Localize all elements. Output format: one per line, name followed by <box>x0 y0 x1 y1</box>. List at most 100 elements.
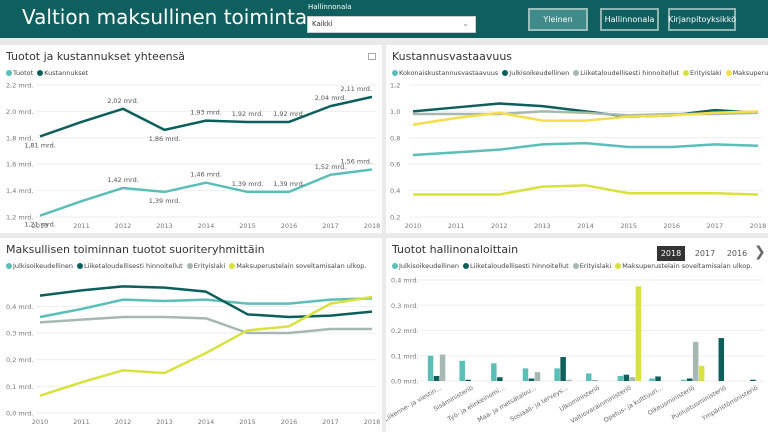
y-tick-label: 1,0 <box>390 108 400 116</box>
bar <box>692 341 699 381</box>
y-tick-label: 1,2 mrd. <box>6 214 34 222</box>
legend-label: Maksuperustelain soveltamisalan ulkop. <box>236 262 367 270</box>
legend-item[interactable]: Maksuperustelain soveltamisalan ulkop. <box>229 262 366 270</box>
legend-item[interactable]: Maksuperustelain sovelt... <box>725 69 768 77</box>
x-tick-label: Sosiaali- ja terveys... <box>509 385 569 424</box>
legend-item[interactable]: Erityislaki <box>572 262 612 270</box>
data-label: 1,92 mrd. <box>232 110 264 118</box>
chevron-right-icon[interactable]: ❯ <box>754 244 766 260</box>
x-tick-label: 2010 <box>32 418 49 426</box>
bar <box>554 368 560 381</box>
legend-item[interactable]: Erityislaki <box>683 69 722 77</box>
data-label: 2,11 mrd. <box>340 85 372 93</box>
legend-item[interactable]: Kokonaiskustannusvastaavuus <box>392 69 498 77</box>
y-tick-label: 2,0 mrd. <box>6 108 34 116</box>
legend-label: Liiketaloudellisesti hinnoitellut <box>470 262 569 270</box>
legend-item[interactable]: Liiketaloudellisesti hinnoitellut <box>77 262 183 270</box>
legend-item[interactable]: Maksuperustelain soveltamisalan ulkop. <box>615 262 752 270</box>
bar <box>718 338 725 381</box>
bar <box>522 368 529 381</box>
x-tick-label: 2016 <box>281 222 298 230</box>
x-tick-label: 2016 <box>281 418 298 426</box>
legend-dot-icon <box>37 70 44 76</box>
y-tick-label: 0,8 <box>390 134 400 142</box>
x-tick-label: Maa- ja metsätalou... <box>477 385 538 424</box>
legend-label: Erityislaki <box>579 262 612 270</box>
x-tick-label: 2017 <box>707 222 724 230</box>
bar <box>491 363 497 381</box>
x-tick-label: 2014 <box>198 418 215 426</box>
y-tick-label: 0,3 mrd. <box>6 330 34 338</box>
bar <box>655 376 661 381</box>
x-tick-label: 2015 <box>620 222 637 230</box>
x-tick-label: 2013 <box>156 418 173 426</box>
nav-button-hallinnonala[interactable]: Hallinnonala <box>600 8 659 31</box>
bar <box>560 357 566 381</box>
legend-item[interactable]: Julkisoikeudellinen <box>502 69 569 77</box>
legend-label: Tuotot <box>13 69 34 77</box>
legend-label: Maksuperustelain sovelt... <box>732 69 768 77</box>
data-label: 1,39 mrd. <box>232 180 264 188</box>
legend-item[interactable]: Julkisoikeudellinen <box>6 262 73 270</box>
bar-chart: 0,0 mrd. 0,1 mrd. 0,2 mrd. 0,3 mrd. 0,4 mrd.… <box>386 277 764 425</box>
legend-dot-icon <box>502 70 509 76</box>
data-label: 2,02 mrd. <box>107 97 139 105</box>
line-chart: 1,2 mrd. 1,4 mrd. 1,6 mrd. 1,8 mrd. 2,0 mrd.… <box>6 82 380 231</box>
bar <box>439 354 446 381</box>
nav-button-kirjanpitoyksikko[interactable]: Kirjanpitoyksikkö <box>668 8 736 31</box>
y-tick-label: 0,2 mrd. <box>391 327 419 335</box>
year-tab-2017[interactable]: 2017 <box>694 249 716 258</box>
x-tick-label: 2014 <box>577 222 594 230</box>
bar <box>629 377 636 381</box>
legend-label: Erityislaki <box>690 69 722 77</box>
panel-tuotot-hallinonaloittain: Tuotot hallinonaloittain Julkisoikeudell… <box>386 238 768 432</box>
data-label: 1,39 mrd. <box>273 180 305 188</box>
line-chart: 0,0 mrd. 0,1 mrd. 0,2 mrd. 0,3 mrd. 0,4 mrd.… <box>6 285 381 426</box>
data-label: 1,21 mrd. <box>24 221 56 229</box>
legend-dot-icon <box>683 70 690 76</box>
panel-title: Tuotot hallinonaloittain <box>392 243 519 256</box>
legend-item[interactable]: Julkisoikeudellinen <box>392 262 459 270</box>
focus-mode-icon[interactable] <box>368 53 376 60</box>
filter-label: Hallinnonala <box>308 3 352 11</box>
panel-title: Tuotot ja kustannukset yhteensä <box>6 50 186 63</box>
data-label: 1,93 mrd. <box>190 109 222 117</box>
bar <box>586 373 592 381</box>
legend-dot-icon <box>77 263 84 269</box>
series-line <box>412 110 759 126</box>
bar <box>649 378 655 381</box>
legend-item[interactable]: Liiketaloudellisesti hinnoitellut <box>573 69 679 77</box>
bar <box>427 355 434 381</box>
legend-item[interactable]: Liiketaloudellisesti hinnoitellut <box>463 262 569 270</box>
y-tick-label: 0,4 mrd. <box>6 303 34 311</box>
bar <box>635 286 642 381</box>
bar <box>686 378 693 381</box>
nav-button-yleinen[interactable]: Yleinen <box>528 8 588 31</box>
x-tick-label: 2012 <box>115 418 132 426</box>
legend-item[interactable]: Kustannukset <box>37 69 88 77</box>
hallinnonala-dropdown[interactable]: Kaikki ⌄ <box>307 16 476 33</box>
bar <box>698 365 705 381</box>
panel-kustannusvastaavuus: Kustannusvastaavuus Kokonaiskustannusvas… <box>386 45 768 233</box>
x-tick-label: 2013 <box>156 222 173 230</box>
legend-item[interactable]: Erityislaki <box>186 262 225 270</box>
legend-label: Liiketaloudellisesti hinnoitellut <box>580 69 680 77</box>
x-tick-label: 2011 <box>448 222 465 230</box>
bar <box>497 377 503 381</box>
chart-legend: Julkisoikeudellinen Liiketaloudellisesti … <box>6 262 366 270</box>
legend-dot-icon <box>573 70 580 76</box>
x-tick-label: 2017 <box>322 222 339 230</box>
year-tab-2018[interactable]: 2018 <box>657 246 685 261</box>
x-tick-label: Liikenne- ja viestin... <box>386 385 443 424</box>
x-tick-label: 2018 <box>364 418 381 426</box>
x-tick-label: 2010 <box>405 222 422 230</box>
bar <box>592 380 598 381</box>
series-line <box>412 102 759 118</box>
series-line <box>39 168 373 217</box>
bar <box>534 372 541 381</box>
x-tick-label: 2013 <box>534 222 551 230</box>
year-tab-2016[interactable]: 2016 <box>726 249 748 258</box>
y-tick-label: 0,0 mrd. <box>6 410 34 418</box>
series-line <box>39 95 373 138</box>
legend-item[interactable]: Tuotot <box>6 69 33 77</box>
